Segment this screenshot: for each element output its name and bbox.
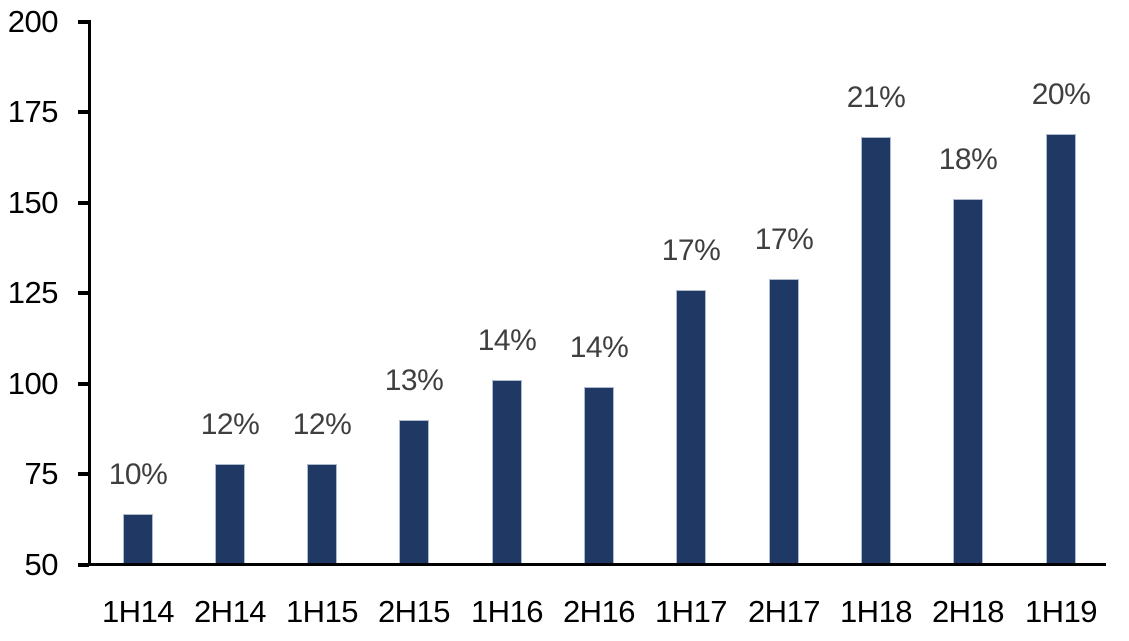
bar-value-label: 13% xyxy=(384,364,444,397)
y-axis-tick-label: 150 xyxy=(7,185,59,220)
y-axis-tick-label: 75 xyxy=(24,456,59,491)
y-axis-tick-label: 100 xyxy=(7,366,59,401)
bar-value-label: 12% xyxy=(292,408,352,441)
bar-value-label: 12% xyxy=(200,408,260,441)
bar-value-label: 10% xyxy=(108,458,168,491)
bar xyxy=(123,514,153,563)
bar-value-label: 18% xyxy=(938,143,998,176)
y-axis-tick-label: 50 xyxy=(24,547,59,582)
bar xyxy=(953,199,983,563)
y-axis-line xyxy=(88,20,91,566)
x-axis-line xyxy=(88,563,1106,566)
bar xyxy=(769,279,799,563)
y-axis-tick-mark xyxy=(78,19,89,24)
bar xyxy=(676,290,706,563)
bar xyxy=(399,420,429,563)
x-category-label: 2H16 xyxy=(562,594,636,629)
y-axis-tick-mark xyxy=(78,563,89,567)
bar-value-label: 20% xyxy=(1031,78,1091,111)
y-axis-tick-mark xyxy=(78,200,89,205)
y-axis-tick-label: 200 xyxy=(7,4,59,39)
bar-value-label: 14% xyxy=(569,331,629,364)
x-category-label: 2H15 xyxy=(377,594,451,629)
x-category-label: 1H18 xyxy=(839,594,913,629)
x-category-label: 1H15 xyxy=(285,594,359,629)
x-category-label: 1H19 xyxy=(1024,594,1098,629)
bar xyxy=(492,380,522,563)
bar-value-label: 17% xyxy=(754,223,814,256)
bar xyxy=(307,464,337,563)
y-axis-tick-mark xyxy=(78,472,89,477)
x-category-label: 2H17 xyxy=(747,594,821,629)
bar-value-label: 21% xyxy=(846,81,906,114)
x-category-label: 1H14 xyxy=(101,594,175,629)
bar xyxy=(584,387,614,563)
bar-value-label: 17% xyxy=(661,234,721,267)
bar xyxy=(215,464,245,563)
x-category-label: 1H17 xyxy=(654,594,728,629)
y-axis-tick-label: 125 xyxy=(7,275,59,310)
y-axis-tick-label: 175 xyxy=(7,94,59,129)
y-axis-tick-mark xyxy=(78,110,89,115)
x-category-label: 2H14 xyxy=(193,594,267,629)
bar xyxy=(861,137,891,563)
x-category-label: 2H18 xyxy=(931,594,1005,629)
y-axis-tick-mark xyxy=(78,381,89,386)
bar-value-label: 14% xyxy=(477,324,537,357)
bar xyxy=(1046,134,1076,563)
x-category-label: 1H16 xyxy=(470,594,544,629)
y-axis-tick-mark xyxy=(78,291,89,296)
